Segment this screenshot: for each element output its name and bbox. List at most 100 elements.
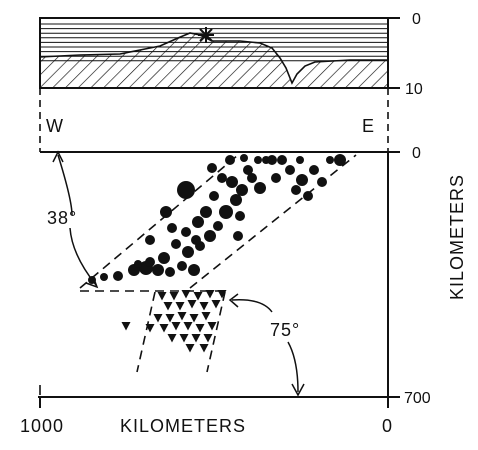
earthquake-dot (225, 155, 235, 165)
earthquake-dot (152, 264, 164, 276)
deep-earthquake-triangle (205, 290, 215, 299)
earthquake-dot (177, 261, 187, 271)
earthquake-dot (177, 181, 195, 199)
earthquake-dot (182, 246, 194, 258)
earthquake-dot (219, 205, 233, 219)
west-label: W (46, 116, 64, 136)
earthquake-dot (296, 174, 308, 186)
deep-earthquake-triangle (163, 302, 173, 311)
angle-arc-38 (57, 154, 97, 286)
earthquake-dot (204, 230, 216, 242)
earthquake-dot (167, 223, 177, 233)
crust-profile (39, 32, 389, 89)
earthquake-dot (233, 231, 243, 241)
earthquake-dot (291, 185, 301, 195)
earthquake-dot (326, 156, 334, 164)
top-depth-label-0: 0 (412, 11, 421, 28)
earthquake-dot (271, 173, 281, 183)
deep-earthquake-triangle (153, 314, 163, 323)
deep-earthquake-triangle (191, 334, 201, 343)
deep-earthquake-triangle (189, 314, 199, 323)
earthquake-dot (334, 154, 346, 166)
arrow-head-75-bottom (291, 383, 305, 397)
earthquake-dot (226, 176, 238, 188)
arrow-head-38-bottom (85, 275, 99, 289)
deep-earthquake-triangle (207, 322, 217, 331)
earthquake-dot (254, 156, 262, 164)
earthquake-dot (160, 206, 172, 218)
deep-earthquake-triangle (203, 334, 213, 343)
deep-earthquake-triangle (179, 334, 189, 343)
horizontal-axis-label: KILOMETERS (120, 416, 246, 436)
earthquake-dot (200, 206, 212, 218)
earthquake-dot (254, 182, 266, 194)
vertical-axis-label: KILOMETERS (447, 174, 467, 300)
deep-earthquake-triangle (211, 300, 221, 309)
deep-earthquake-triangle (187, 300, 197, 309)
deep-earthquake-triangles (121, 290, 227, 353)
earthquake-dot (213, 221, 223, 231)
deep-earthquake-triangle (183, 322, 193, 331)
deep-earthquake-triangle (185, 344, 195, 353)
deep-earthquake-triangle (167, 334, 177, 343)
depth-label-0: 0 (412, 145, 421, 162)
earthquake-dot (217, 173, 227, 183)
earthquake-dot (285, 165, 295, 175)
earthquake-dot (192, 216, 204, 228)
angle-label-38: 38° (47, 208, 77, 228)
earthquake-dot (100, 273, 108, 281)
earthquake-dot (188, 264, 200, 276)
earthquake-dot (181, 227, 191, 237)
top-depth-label-10: 10 (405, 81, 423, 98)
earthquake-dot (230, 194, 242, 206)
angle-arc-75 (231, 299, 299, 393)
east-label: E (362, 116, 375, 136)
earthquake-dot (247, 173, 257, 183)
deep-earthquake-triangle (193, 292, 203, 301)
deep-earthquake-triangle (175, 302, 185, 311)
earthquake-dots (88, 154, 346, 284)
earthquake-dot (145, 257, 155, 267)
deep-earthquake-triangle (121, 322, 131, 331)
earthquake-dot (236, 184, 248, 196)
deep-earthquake-triangle (199, 302, 209, 311)
earthquake-dot (209, 191, 219, 201)
shallow-zone-envelope (79, 154, 357, 292)
volcano-star-icon (198, 27, 214, 43)
deep-earthquake-triangle (177, 312, 187, 321)
earthquake-dot (134, 260, 142, 268)
deep-earthquake-triangle (181, 290, 191, 299)
earthquake-dot (240, 154, 248, 162)
earthquake-dot (165, 267, 175, 277)
main-panel: 38° 75° 0 700 KILOMETERS 1000 KILOMETERS… (20, 145, 467, 436)
earthquake-dot (191, 235, 201, 245)
deep-earthquake-triangle (157, 292, 167, 301)
earthquake-dot (303, 191, 313, 201)
top-panel-frame (39, 17, 389, 89)
earthquake-dot (171, 239, 181, 249)
earthquake-dot (207, 163, 217, 173)
earthquake-dot (243, 165, 253, 175)
earthquake-dot (113, 271, 123, 281)
x-label-0: 0 (382, 416, 393, 436)
deep-earthquake-triangle (171, 322, 181, 331)
arrow-head-75-top (228, 293, 239, 308)
top-panel: 0 10 (39, 11, 423, 98)
deep-zone-envelope (136, 291, 226, 373)
deep-earthquake-triangle (217, 290, 227, 299)
deep-earthquake-triangle (145, 324, 155, 333)
earthquake-dot (158, 252, 170, 264)
earthquake-dot (267, 155, 277, 165)
depth-label-700: 700 (404, 390, 431, 407)
deep-earthquake-triangle (195, 324, 205, 333)
earthquake-dot (296, 156, 304, 164)
deep-earthquake-triangle (169, 292, 179, 301)
earthquake-dot (145, 235, 155, 245)
deep-earthquake-triangle (165, 314, 175, 323)
earthquake-dot (317, 177, 327, 187)
earthquake-dot (277, 155, 287, 165)
earthquake-dot (309, 165, 319, 175)
deep-earthquake-triangle (159, 324, 169, 333)
deep-earthquake-triangle (199, 344, 209, 353)
